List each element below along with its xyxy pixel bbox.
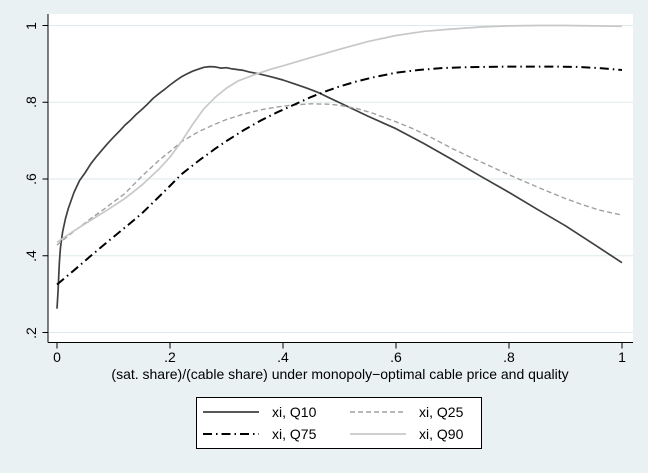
legend-label-q75: xi, Q75 [272, 426, 317, 442]
legend-entry-q10: xi, Q10 [197, 404, 339, 420]
legend-label-q25: xi, Q25 [419, 404, 464, 420]
x-tick-label-02: .2 [164, 349, 176, 365]
legend-line-q90-icon [350, 433, 406, 435]
y-tick-label-1: 1 [23, 21, 39, 30]
legend-entry-q90: xi, Q90 [339, 426, 481, 442]
legend-line-q25-icon [350, 411, 406, 413]
legend-line-q75-icon [203, 433, 259, 435]
x-tick-label-04: .4 [277, 349, 289, 365]
legend-line-q10-icon [203, 411, 259, 413]
x-tick-label-06: .6 [390, 349, 402, 365]
legend-entry-q75: xi, Q75 [197, 426, 339, 442]
y-tick-label-06: .6 [23, 173, 39, 185]
legend-label-q10: xi, Q10 [272, 404, 317, 420]
legend-label-q90: xi, Q90 [419, 426, 464, 442]
x-tick-label-08: .8 [503, 349, 515, 365]
legend: xi, Q10 xi, Q25 xi, Q75 xi, Q90 [196, 397, 482, 449]
y-tick-label-02: .2 [23, 326, 39, 339]
x-tick-label-0: 0 [53, 349, 61, 365]
x-tick-label-1: 1 [618, 349, 626, 365]
y-tick-label-08: .8 [23, 96, 39, 109]
legend-entry-q25: xi, Q25 [339, 404, 481, 420]
x-axis-title: (sat. share)/(cable share) under monopol… [111, 366, 569, 382]
y-tick-label-04: .4 [23, 249, 39, 262]
